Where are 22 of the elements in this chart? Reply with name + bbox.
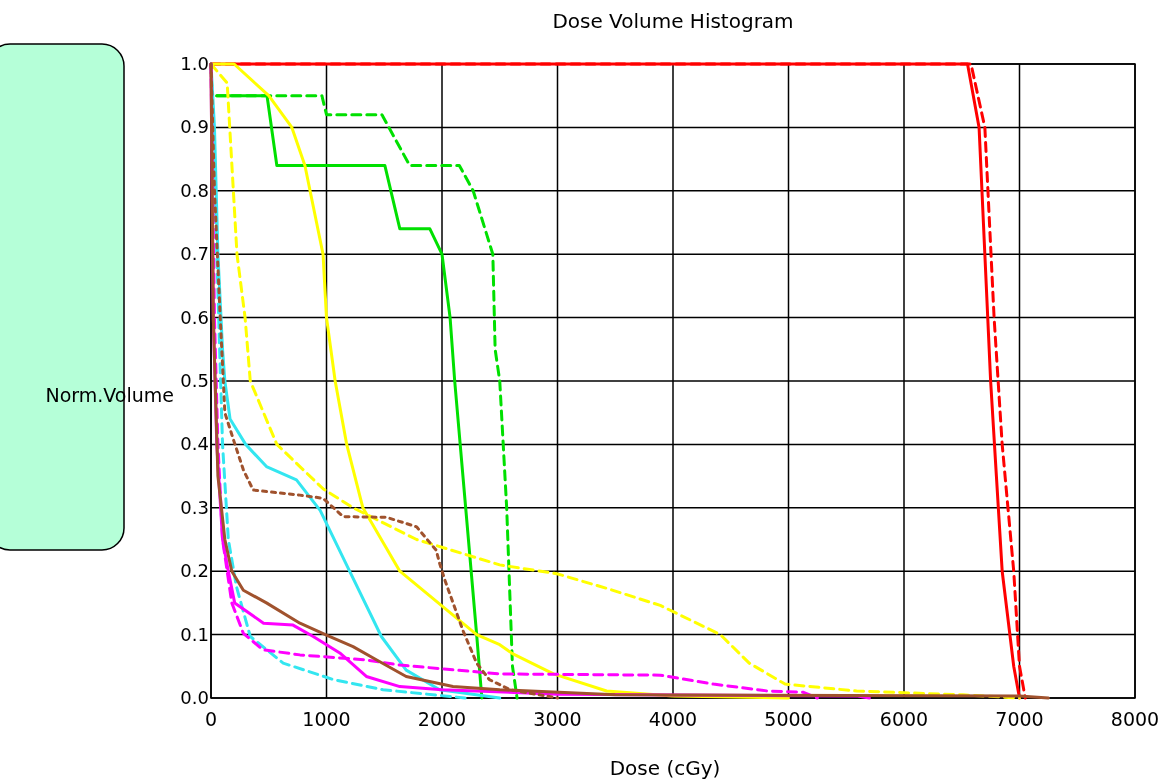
x-tick-label: 2000 [417,708,467,730]
x-tick-label: 3000 [533,708,582,730]
y-tick-label: 0.0 [180,687,209,708]
y-tick-label: 0.7 [180,243,209,265]
x-tick-label: 5000 [764,708,813,730]
x-tick-label: 6000 [879,708,929,730]
y-tick-label: 0.9 [180,116,209,138]
y-tick-label: 0.1 [180,623,209,645]
y-tick-label: 0.8 [180,179,209,201]
x-tick-label: 7000 [995,708,1044,730]
y-tick-label: 0.3 [180,496,209,518]
y-tick-label: 0.6 [180,306,209,328]
x-tick-label: 4000 [648,708,698,730]
x-tick-label: 0 [204,708,218,730]
chart-title: Dose Volume Histogram [552,9,794,33]
y-tick-label: 0.4 [180,433,209,455]
x-tick-label: 1000 [302,708,351,730]
x-tick-label: 8000 [1110,708,1160,730]
x-axis-title: Dose (cGy) [609,756,721,780]
y-tick-label: 0.5 [180,370,209,391]
y-tick-label: 1.0 [180,53,209,74]
y-tick-label: 0.2 [180,560,209,582]
